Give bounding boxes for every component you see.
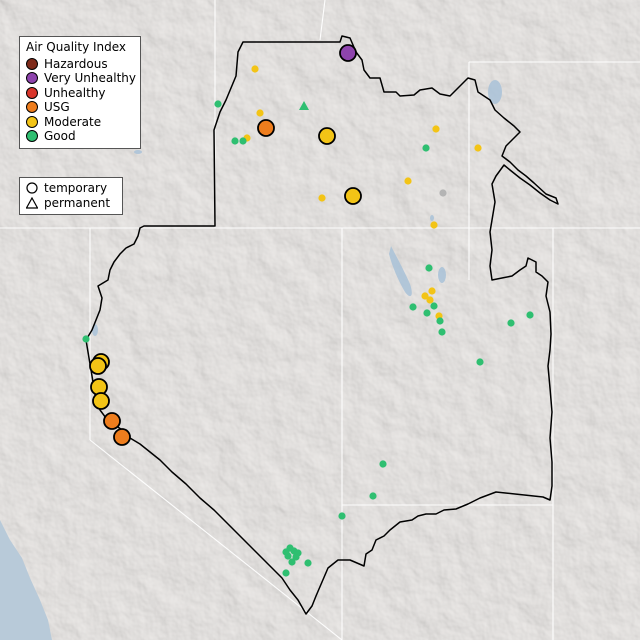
temporary-monitor-marker [89, 357, 107, 375]
monitor-marker [423, 309, 431, 317]
monitor-marker [256, 109, 264, 117]
monitor-marker [426, 296, 434, 304]
legend-label: USG [44, 100, 70, 114]
monitor-marker [338, 512, 346, 520]
triangle-icon [26, 196, 38, 209]
legend-label: temporary [44, 181, 108, 195]
temporary-monitor-marker [344, 187, 362, 205]
ocean [0, 520, 52, 640]
monitor-marker [428, 287, 436, 295]
aqi-legend: Air Quality Index Hazardous Very Unhealt… [19, 36, 141, 149]
legend-item-moderate: Moderate [26, 115, 134, 130]
monitor-marker [82, 335, 90, 343]
monitor-marker [282, 548, 290, 556]
monitor-marker [294, 549, 302, 557]
usg-swatch [26, 101, 38, 114]
monitor-marker [439, 189, 447, 197]
monitor-marker [507, 319, 515, 327]
legend-item-permanent: permanent [26, 196, 116, 211]
legend-title: Air Quality Index [26, 40, 127, 54]
monitor-marker [421, 292, 429, 300]
monitor-marker [318, 194, 326, 202]
legend-label: Unhealthy [44, 85, 106, 100]
legend-item-good: Good [26, 129, 134, 144]
monitor-marker [369, 492, 377, 500]
monitor-marker [214, 100, 222, 108]
temporary-monitor-marker [113, 428, 131, 446]
legend-label: Moderate [44, 114, 102, 129]
monitor-marker [409, 303, 417, 311]
monitor-marker [438, 328, 446, 336]
monitor-marker [474, 144, 482, 152]
temporary-monitor-marker [339, 44, 357, 62]
legend-label: Good [44, 129, 76, 143]
legend-item-very-unhealthy: Very Unhealthy [26, 71, 136, 86]
legend-item-temporary: temporary [26, 181, 116, 196]
monitor-marker [430, 221, 438, 229]
legend-item-hazardous: Hazardous [26, 57, 134, 72]
legend-label: Very Unhealthy [44, 71, 136, 85]
legend-item-unhealthy: Unhealthy [26, 86, 134, 101]
temporary-monitor-marker [103, 412, 121, 430]
legend-item-usg: USG [26, 100, 134, 115]
very-unhealthy-swatch [26, 72, 38, 85]
monitor-markers [82, 44, 534, 577]
moderate-swatch [26, 115, 38, 128]
temporary-monitor-marker [92, 392, 110, 410]
monitor-marker [251, 65, 259, 73]
monitor-marker [304, 559, 312, 567]
monitor-marker [432, 125, 440, 133]
monitor-marker [526, 311, 534, 319]
monitor-marker [436, 317, 444, 325]
legend-label: Hazardous [44, 56, 108, 71]
monitor-marker [404, 177, 412, 185]
monitor-marker [425, 264, 433, 272]
permanent-monitor-marker [299, 101, 309, 110]
hazardous-swatch [26, 57, 38, 70]
circle-icon [26, 182, 38, 194]
monitor-type-legend: temporary permanent [19, 177, 123, 215]
monitor-marker [231, 137, 239, 145]
monitor-marker [288, 558, 296, 566]
monitor-marker [430, 302, 438, 310]
unhealthy-swatch [26, 86, 38, 99]
temporary-monitor-marker [257, 119, 275, 137]
monitor-marker [476, 358, 484, 366]
monitor-marker [379, 460, 387, 468]
good-swatch [26, 130, 38, 143]
legend-label: permanent [44, 195, 111, 210]
monitor-marker [239, 137, 247, 145]
temporary-monitor-marker [318, 127, 336, 145]
monitor-marker [282, 569, 290, 577]
monitor-marker [422, 144, 430, 152]
